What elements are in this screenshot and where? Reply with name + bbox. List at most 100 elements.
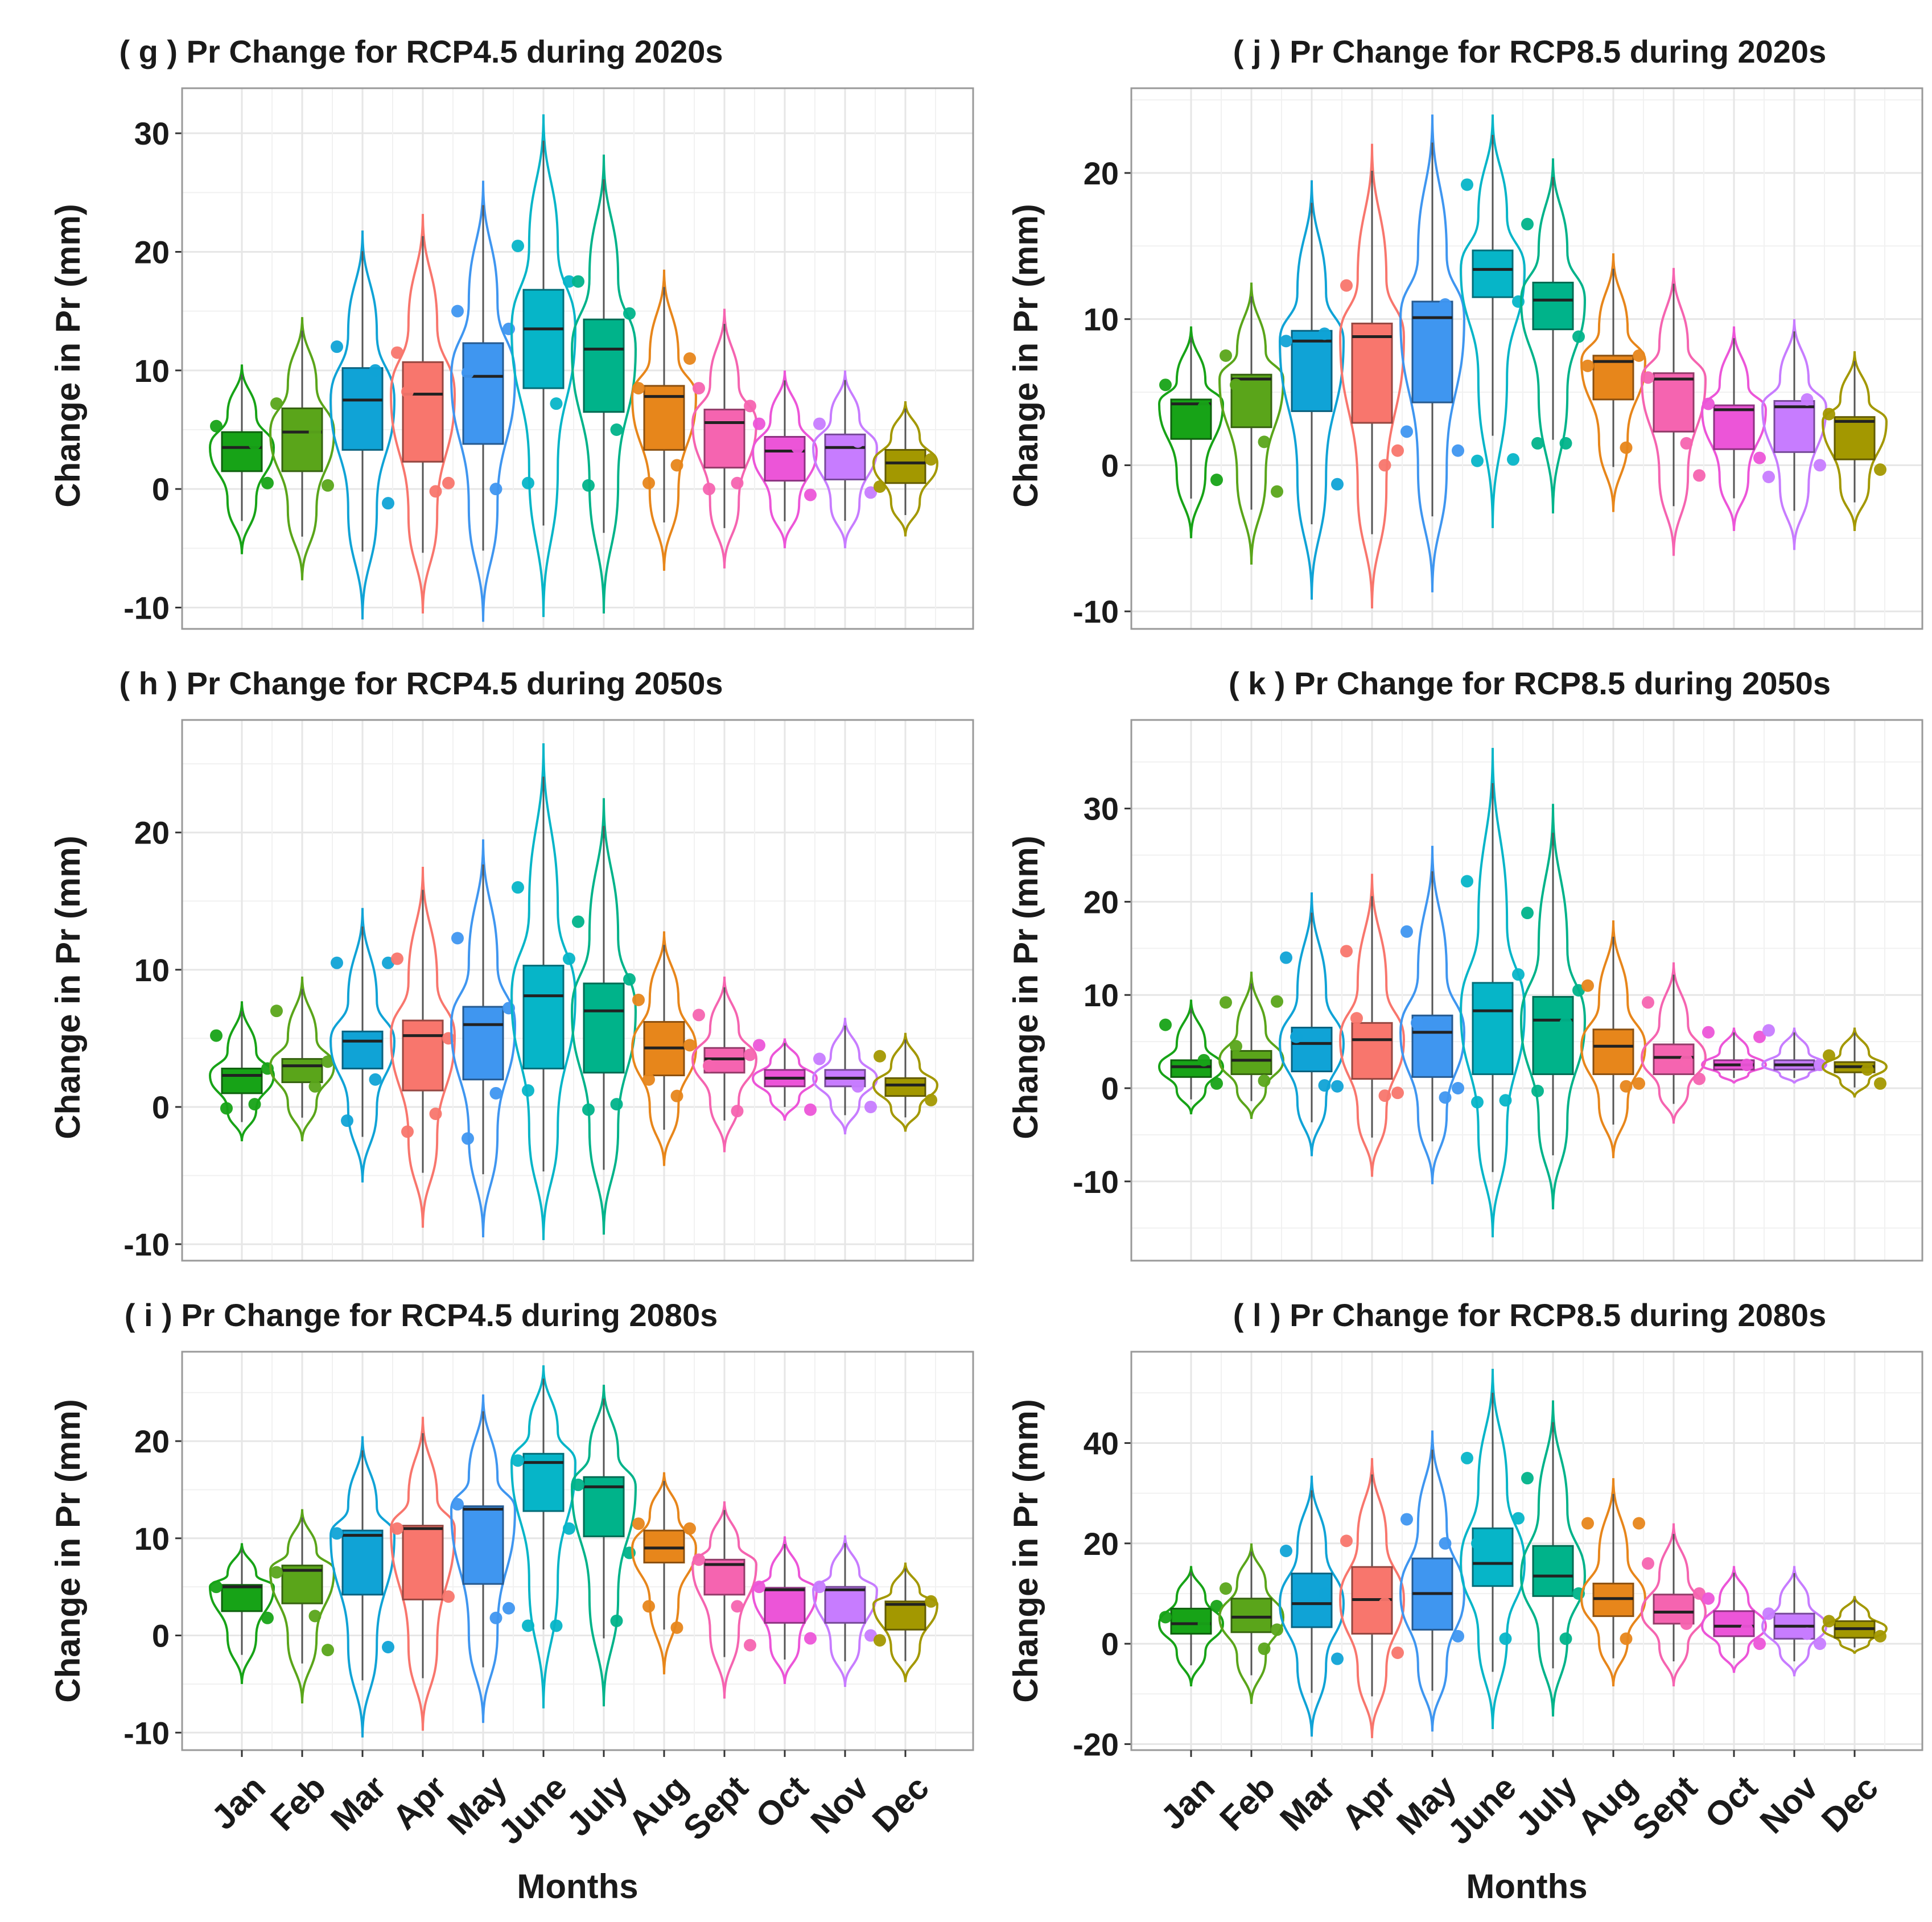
plot-area: -10 0 10 20 30 [123, 87, 974, 630]
violin-outline [1338, 143, 1406, 609]
data-point [1471, 1537, 1484, 1550]
violin-outline [811, 1535, 879, 1688]
series-jan [208, 1543, 275, 1684]
iqr-box [1291, 330, 1333, 412]
data-point [429, 485, 442, 498]
iqr-box [703, 409, 745, 469]
x-axis-title: Months [1466, 1867, 1587, 1905]
data-point [1400, 425, 1413, 438]
data-point [642, 476, 655, 489]
data-point [753, 1039, 765, 1052]
data-point [308, 1080, 322, 1093]
series-apr [1338, 1458, 1406, 1738]
iqr-box [462, 1006, 504, 1081]
series-nov [1761, 1566, 1828, 1677]
data-point [369, 364, 382, 377]
panel-title: ( g ) Pr Change for RCP4.5 during 2020s [119, 34, 723, 69]
violin-outline [570, 154, 637, 614]
series-may [450, 180, 517, 622]
data-point [1581, 1517, 1594, 1530]
data-point [1230, 378, 1242, 392]
plot-background [182, 720, 973, 1261]
data-point [1572, 330, 1585, 343]
data-point [1271, 485, 1283, 498]
violin-outline [872, 401, 939, 537]
data-point [632, 382, 645, 395]
data-point [512, 881, 524, 894]
data-point [401, 385, 414, 398]
data-point [874, 1050, 886, 1063]
data-point [1280, 1545, 1292, 1557]
data-point [451, 304, 464, 318]
panel-border [1130, 719, 1923, 1262]
plot-area: -2002040JanFebMarAprMayJuneJulyAugSeptOc… [1073, 1351, 1923, 1851]
iqr-box [1291, 1573, 1333, 1628]
data-point [1280, 951, 1292, 964]
violin-outline [1399, 846, 1466, 1184]
y-tick-label: 10 [134, 353, 170, 389]
data-point [610, 1614, 623, 1627]
data-point [1471, 1096, 1484, 1109]
series-july [570, 154, 637, 614]
panel-h: ( h ) Pr Change for RCP4.5 during 2050s … [49, 665, 974, 1262]
series-jan [208, 1001, 275, 1142]
series-june [1459, 1368, 1526, 1729]
data-point [512, 1454, 524, 1467]
data-point [382, 497, 394, 510]
iqr-box [281, 1058, 323, 1084]
data-point [632, 1517, 645, 1530]
violin-outline [1338, 1458, 1406, 1738]
data-point [322, 1055, 334, 1068]
panel-k: ( k ) Pr Change for RCP8.5 during 2050s … [1007, 665, 1923, 1262]
data-point [1471, 454, 1484, 467]
series-aug [1580, 1478, 1647, 1687]
violin-outline [1459, 748, 1526, 1238]
data-point [683, 352, 696, 365]
series-july [570, 798, 637, 1235]
iqr-box [221, 1584, 263, 1612]
data-point [1400, 1513, 1413, 1526]
x-axis-title: Months [517, 1867, 638, 1905]
series-july [1519, 804, 1587, 1209]
data-point [322, 1644, 334, 1657]
panel-title: ( h ) Pr Change for RCP4.5 during 2050s [119, 665, 723, 701]
iqr-box [1592, 355, 1634, 401]
violin-outline [208, 364, 275, 554]
data-point [382, 1641, 394, 1654]
data-point [1331, 478, 1344, 491]
data-point [1762, 470, 1775, 483]
data-point [220, 1102, 233, 1115]
data-point [1531, 1084, 1544, 1097]
y-axis-title: Change in Pr (mm) [49, 836, 87, 1139]
data-point [1680, 1053, 1693, 1067]
data-point [1874, 1077, 1886, 1090]
series-apr [389, 213, 456, 614]
data-point [1521, 1472, 1534, 1485]
data-point [1230, 1040, 1242, 1053]
data-point [1350, 1012, 1363, 1025]
data-point [369, 1073, 382, 1086]
panel-border [181, 1351, 974, 1751]
panel-g: ( g ) Pr Change for RCP4.5 during 2020s … [49, 34, 974, 630]
data-point [1318, 327, 1331, 340]
data-point [1633, 1517, 1645, 1530]
data-point [1680, 1617, 1693, 1630]
series-dec [872, 1032, 939, 1132]
iqr-box [402, 361, 444, 463]
data-point [308, 1610, 322, 1623]
data-point [462, 367, 474, 379]
violin-outline [570, 1385, 637, 1707]
series-sept [691, 1501, 758, 1699]
y-tick-label: 10 [1084, 977, 1119, 1013]
plot-area: -1001020JanFebMarAprMayJuneJulyAugSeptOc… [123, 1351, 974, 1851]
series-feb [1218, 282, 1285, 565]
data-point [1391, 444, 1404, 457]
plot-area: -10 0 10 20 30 [1073, 719, 1923, 1262]
data-point [1210, 1077, 1223, 1090]
series-oct [751, 370, 818, 549]
data-point [804, 488, 817, 501]
series-may [1399, 1430, 1466, 1732]
data-point [1159, 378, 1172, 392]
data-point [401, 1125, 414, 1138]
violin-outline [1700, 326, 1768, 531]
